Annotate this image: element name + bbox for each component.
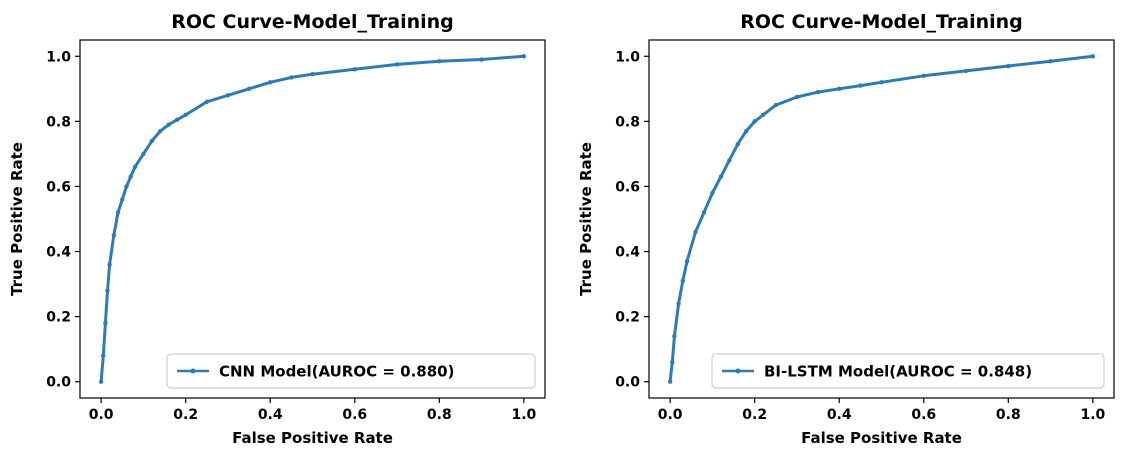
roc-curve-line [99,54,525,382]
roc-point [101,353,106,358]
roc-point [289,75,294,80]
roc-point [1090,54,1096,59]
roc-point [710,190,715,196]
legend-box [166,353,536,389]
x-tick-label: 1.0 [511,407,536,423]
x-tick-label: 0.6 [342,407,367,423]
y-tick-label: 0.4 [615,245,640,261]
roc-point [115,210,121,215]
roc-point [672,333,677,339]
roc-point [124,184,129,189]
roc-point [718,174,724,179]
x-tick-label: 0.6 [911,407,936,423]
roc-point [158,128,163,134]
x-tick-label: 0.4 [258,407,283,423]
x-tick-label: 0.0 [89,407,114,423]
cnn-roc-chart: ROC Curve-Model_Training 0.0 0.2 0.4 0.6 0.8 1… [0,0,560,459]
roc-point [727,158,732,163]
y-axis-label: True Positive Rate [577,142,595,296]
plot-frame [648,39,1115,399]
roc-point [701,210,707,215]
x-axis-label: False Positive Rate [232,429,393,447]
x-tick-label: 0.2 [173,407,198,423]
legend-label: CNN Model(AUROC = 0.880) [219,363,454,381]
roc-point [521,54,527,59]
roc-point [684,259,690,264]
roc-point [107,262,112,267]
chart-svg: ROC Curve-Model_Training 0.0 0.2 0.4 0.6 0.8 1… [8,11,546,447]
x-tick-label: 1.0 [1080,407,1105,423]
roc-point [128,174,133,179]
x-axis-label: False Positive Rate [801,429,962,447]
x-tick-label: 0.8 [996,407,1021,423]
roc-point [103,320,108,326]
roc-point [204,99,210,105]
roc-point [744,128,749,134]
roc-point [1048,58,1053,64]
roc-point [693,229,698,235]
y-tick-label: 0.6 [615,179,640,195]
roc-point [794,94,800,100]
roc-point [166,122,171,127]
y-tick-label: 0.0 [615,375,640,391]
roc-point [246,86,252,92]
roc-point [837,86,842,92]
chart-svg: ROC Curve-Model_Training 0.0 0.2 0.4 0.6 0.8 1… [577,11,1115,447]
y-tick-label: 0.8 [46,114,71,130]
x-tick-label: 0.2 [742,407,767,423]
roc-point [670,360,675,365]
bilstm-roc-chart: ROC Curve-Model_Training 0.0 0.2 0.4 0.6 0.8 1… [569,0,1129,459]
roc-point [120,197,125,202]
plot-frame [79,39,546,399]
roc-point [815,89,821,95]
y-tick-label: 0.2 [46,310,71,326]
roc-point [98,379,104,384]
y-tick-label: 0.0 [46,375,71,391]
roc-point [760,112,766,118]
chart-title: ROC Curve-Model_Training [740,11,1023,33]
roc-point [963,68,969,74]
y-tick-label: 0.4 [46,245,71,261]
roc-point [437,58,442,64]
legend-box [711,353,1105,389]
roc-point [479,57,484,62]
y-tick-label: 1.0 [46,49,71,65]
roc-point [773,102,779,108]
roc-point [149,138,155,144]
y-tick-label: 1.0 [615,49,640,65]
roc-point [141,151,146,157]
roc-point [352,67,357,72]
x-tick-label: 0.4 [827,407,852,423]
roc-point [735,141,740,147]
roc-curve-line [668,54,1094,382]
roc-point [268,80,273,85]
roc-point [175,117,180,122]
roc-point [752,119,757,124]
roc-point [1006,63,1011,69]
legend-swatch-marker [735,368,741,374]
roc-point [676,301,681,306]
roc-point [921,73,926,79]
x-tick-label: 0.0 [658,407,683,423]
y-axis-label: True Positive Rate [8,142,26,296]
roc-point [132,164,138,170]
roc-point [225,93,231,98]
x-tick-label: 0.8 [427,407,452,423]
legend-label: BI-LSTM Model(AUROC = 0.848) [764,363,1032,381]
roc-point [680,278,686,284]
y-tick-label: 0.6 [46,179,71,195]
y-tick-label: 0.2 [615,310,640,326]
roc-point [858,83,863,88]
roc-point [394,62,400,67]
roc-point [310,71,315,77]
roc-point [879,80,884,85]
roc-point [111,233,117,238]
roc-point [667,379,673,384]
roc-point [183,112,188,118]
legend-swatch-marker [190,368,196,374]
roc-point [105,288,110,293]
y-tick-label: 0.8 [615,114,640,130]
chart-title: ROC Curve-Model_Training [171,11,454,33]
